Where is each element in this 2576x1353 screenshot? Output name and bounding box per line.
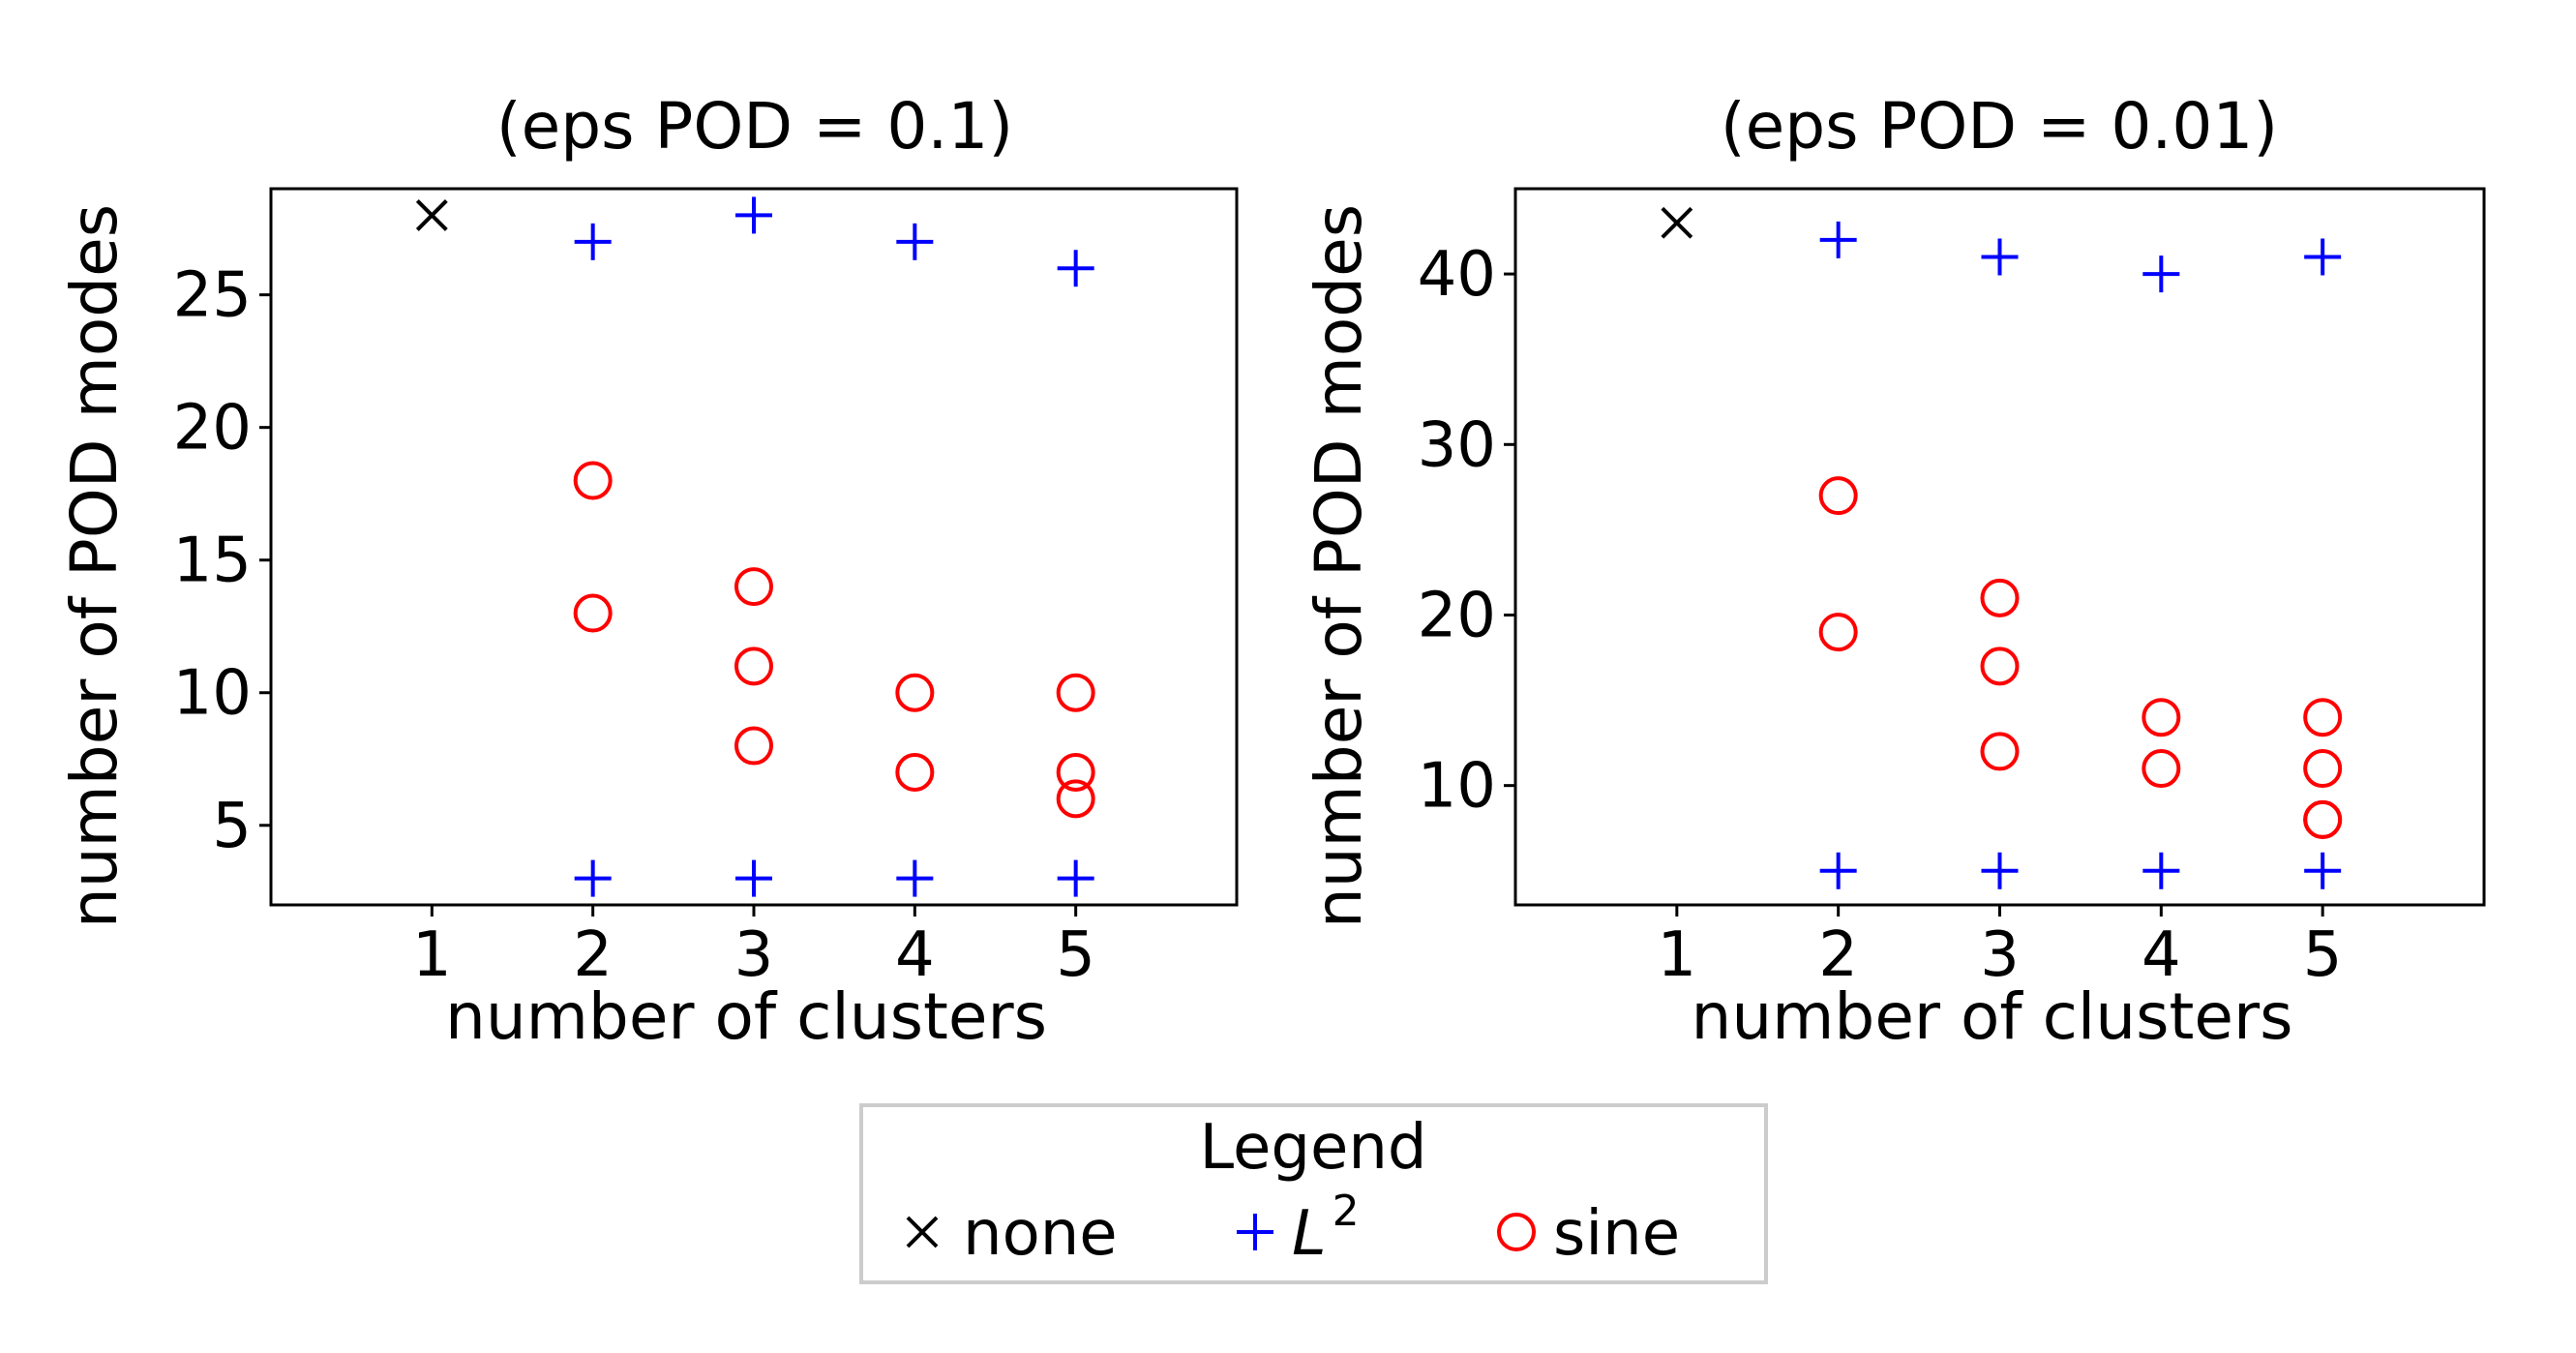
legend-label-l2-superscript: 2 [1333,1187,1360,1236]
y-tick-label: 40 [1418,239,1496,311]
point-sine [2142,749,2181,789]
point-sine [1818,476,1858,516]
chart-1: (eps POD = 0.1) 1 2 3 4 5 5 10 15 20 25 number of c… [57,89,1239,1054]
legend-circle-marker-icon [1497,1213,1536,1251]
point-sine [895,752,935,792]
x-tick-label: 3 [734,919,774,991]
x-tick-label: 1 [412,919,452,991]
x-tick-label: 2 [1818,919,1858,991]
y-axis-label: number of POD modes [57,204,132,928]
series-none [415,198,448,231]
point-l2 [735,859,772,897]
series-none [1661,206,1693,239]
point-sine [1980,732,2020,771]
chart-2: (eps POD = 0.01) 1 2 3 4 5 10 20 30 40 number of c… [1302,89,2486,1054]
x-tick-label: 4 [895,919,935,991]
point-l2 [1819,221,1857,258]
point-sine [2142,698,2181,737]
series-sine [573,461,1095,819]
point-l2 [1057,250,1094,287]
x-axis-label: number of clusters [1691,979,2292,1054]
point-l2 [1981,852,2019,889]
legend-marker-l2 [1237,1214,1273,1250]
series-l2 [574,196,1094,897]
y-tick-label: 15 [173,526,252,597]
y-tick-label: 20 [173,393,252,465]
point-l2 [2142,256,2180,293]
point-l2 [574,223,612,260]
point-sine [1980,646,2020,686]
point-sine [1056,752,1095,792]
point-l2 [1981,238,2019,276]
legend-box [859,1103,1768,1284]
x-axis-label: number of clusters [445,979,1047,1054]
legend-entry-none: none [906,1198,1118,1270]
legend-label-l2-base: L [1292,1198,1327,1270]
x-tick-label: 4 [2142,919,2181,991]
point-none [415,198,448,231]
point-sine [734,726,773,766]
point-sine [573,461,613,500]
legend-x-marker-icon [906,1216,939,1248]
point-sine [2303,799,2343,839]
point-none [1661,206,1693,239]
point-sine [1056,779,1095,819]
point-l2 [896,859,934,897]
point-l2 [735,196,772,234]
point-sine [734,567,773,607]
chart-title: (eps POD = 0.1) [496,89,1013,164]
point-sine [2303,749,2343,789]
legend-label-sine: sine [1553,1198,1680,1270]
y-tick-label: 25 [173,260,252,332]
series-l2 [1819,221,2342,889]
point-l2 [896,223,934,260]
point-l2 [1819,852,1857,889]
y-tick-label: 5 [212,791,252,862]
x-tick-label: 1 [1657,919,1696,991]
point-l2 [1057,859,1094,897]
legend-plus-marker-icon [1237,1214,1273,1250]
point-sine [1818,613,1858,652]
point-sine [2303,698,2343,737]
y-tick-label: 20 [1418,580,1496,651]
chart-title: (eps POD = 0.01) [1721,89,2278,164]
y-tick-label: 10 [173,658,252,730]
legend-label-none: none [963,1198,1118,1270]
x-tick-label: 2 [573,919,613,991]
legend-marker-sine [1497,1213,1536,1251]
x-tick-label: 3 [1980,919,2020,991]
legend-marker-none [906,1216,939,1248]
x-tick-label: 5 [2303,919,2343,991]
point-sine [1056,673,1095,712]
point-l2 [574,859,612,897]
y-tick-label: 30 [1418,409,1496,481]
point-l2 [2142,852,2180,889]
legend-title: Legend [1199,1112,1426,1184]
point-l2 [2304,852,2342,889]
x-tick-label: 5 [1056,919,1095,991]
point-l2 [2304,238,2342,276]
y-tick-label: 10 [1418,751,1496,823]
point-sine [895,673,935,712]
point-sine [573,593,613,633]
point-sine [1980,578,2020,617]
y-axis-label: number of POD modes [1302,204,1376,928]
series-sine [1818,476,2343,839]
point-sine [734,646,773,686]
legend-entry-sine: sine [1497,1198,1680,1270]
